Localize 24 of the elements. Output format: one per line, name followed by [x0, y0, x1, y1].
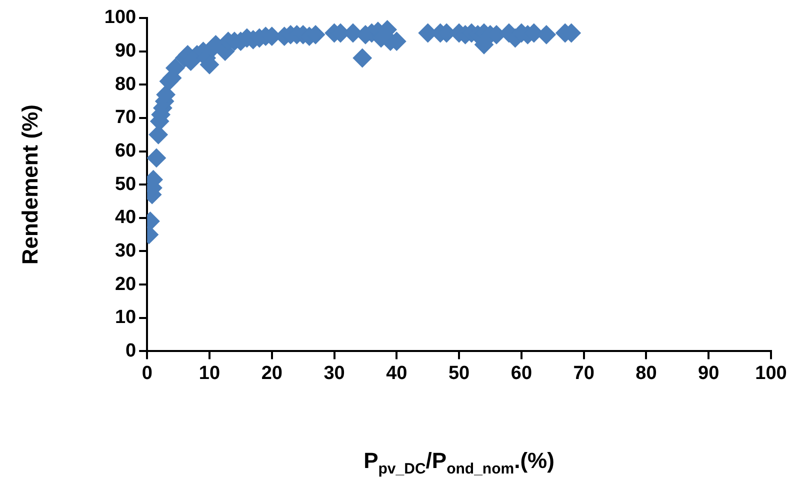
x-axis-title: P$_{pv_DC}$/P$_{ond_nom}$.(%): [362, 448, 556, 478]
y-tick-label: 80: [114, 74, 136, 95]
y-tick-label: 30: [114, 240, 136, 262]
x-tick-label: 0: [142, 362, 152, 384]
y-tick-label: 40: [114, 207, 136, 228]
y-axis-title: Rendement (%): [17, 104, 42, 265]
x-tick-label: 60: [510, 362, 532, 384]
y-tick-label: 0: [126, 340, 136, 362]
x-tick-label: 90: [698, 362, 720, 384]
x-tick-label: 40: [386, 362, 408, 384]
x-tick-label: 100: [755, 362, 787, 384]
x-tick-label: 80: [636, 362, 657, 384]
y-tick-label: 50: [114, 174, 136, 195]
y-tick-label: 60: [114, 140, 136, 162]
x-tick-label: 20: [261, 362, 282, 384]
x-tick-label: 30: [324, 362, 345, 384]
y-tick-label: 90: [114, 40, 136, 62]
y-tick-label: 10: [114, 307, 136, 328]
y-tick-label: 100: [104, 7, 136, 28]
x-tick-label: 50: [448, 362, 470, 384]
x-tick-label: 10: [198, 362, 220, 384]
y-tick-label: 20: [114, 274, 136, 295]
y-tick-label: 70: [114, 107, 136, 128]
x-tick-label: 70: [573, 362, 594, 384]
